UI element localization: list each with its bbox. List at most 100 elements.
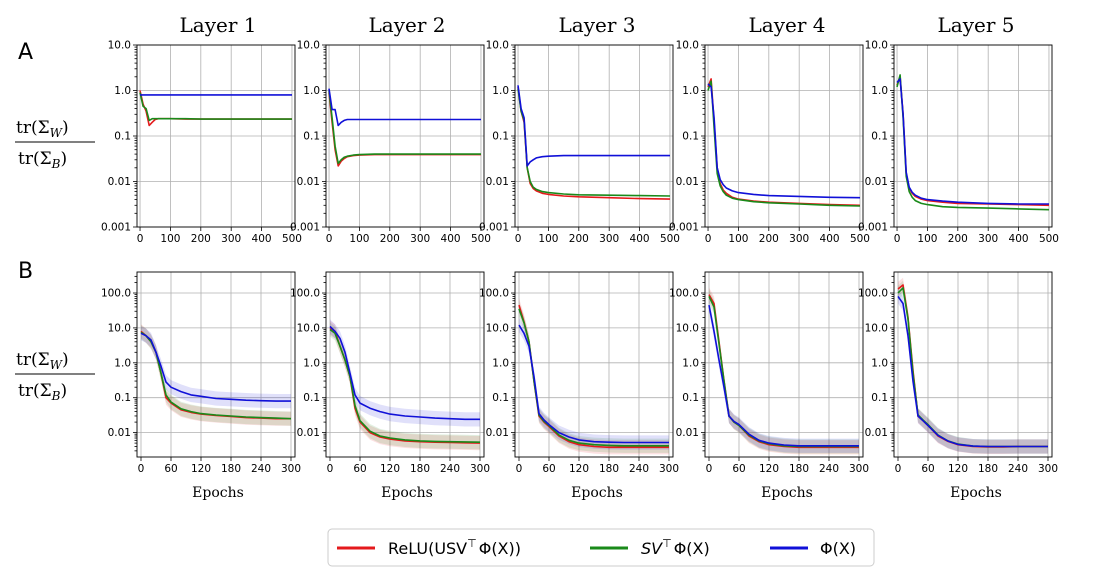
plot-a-layer-2: 0 100 200 300 400 500 0.001 0.01 0.1 1.0 10.0 (290, 40, 491, 246)
x-tick-label: 100 (538, 233, 558, 245)
y-tick-label: 0.01 (108, 427, 131, 439)
y-tick-label: 0.001 (101, 222, 131, 234)
x-tick-label: 60 (353, 463, 366, 475)
x-tick-label: 200 (948, 233, 968, 245)
y-tick-label: 100.0 (669, 288, 699, 300)
series-line-relu (707, 78, 861, 207)
x-tick-label: 120 (380, 463, 400, 475)
y-tick-label: 0.01 (676, 176, 699, 188)
band-phi (141, 326, 291, 409)
series-line-phi (896, 78, 1049, 205)
x-tick-label: 500 (660, 233, 680, 245)
y-tick-label: 10.0 (865, 322, 888, 334)
x-tick-label: 400 (252, 233, 272, 245)
ylabel-num-close-b: ) (62, 350, 69, 370)
xlabel-5: Epochs (950, 485, 1002, 501)
band-phi (519, 318, 669, 450)
title-layer-2: Layer 2 (369, 13, 446, 37)
band-sv (141, 325, 291, 426)
x-tick-label: 200 (191, 233, 211, 245)
y-tick-label: 0.001 (290, 222, 320, 234)
band-sv (330, 322, 480, 450)
band-relu (330, 320, 480, 451)
x-tick-label: 300 (789, 233, 809, 245)
y-tick-label: 1.0 (114, 357, 131, 369)
y-tick-label: 0.001 (669, 222, 699, 234)
plot-frame (704, 271, 864, 458)
plot-frame (514, 44, 674, 228)
plot-frame (514, 271, 674, 458)
ylabel-den-sub-a: B (51, 157, 61, 171)
y-tick-label: 10.0 (297, 40, 320, 52)
x-tick-label: 120 (569, 463, 589, 475)
xlabel-1: Epochs (192, 485, 244, 501)
legend: ReLU(USV⊤ Φ(X)) SV⊤ Φ(X) Φ(X) (327, 528, 875, 567)
x-tick-label: 240 (629, 463, 649, 475)
x-tick-label: 300 (1038, 463, 1058, 475)
ylabel-den-b: tr(Σ (18, 381, 52, 401)
x-tick-label: 180 (410, 463, 430, 475)
plot-frame (893, 44, 1053, 228)
y-tick-label: 0.01 (297, 176, 320, 188)
x-tick-label: 400 (630, 233, 650, 245)
plot-b-layer-3: 0 60 120 180 240 300 0.01 0.1 1.0 10.0 100.0 (479, 271, 679, 475)
y-tick-label: 10.0 (865, 40, 888, 52)
x-tick-label: 60 (732, 463, 745, 475)
x-tick-label: 240 (440, 463, 460, 475)
y-tick-label: 0.1 (114, 392, 131, 404)
svg-text:tr(ΣW): tr(ΣW) (16, 350, 69, 372)
band-phi (709, 298, 859, 453)
x-tick-label: 300 (410, 233, 430, 245)
plot-frame (136, 271, 296, 458)
legend-label-relu: ReLU(USV⊤ Φ(X)) (388, 537, 521, 558)
y-tick-label: 0.1 (682, 392, 699, 404)
y-tick-label: 0.1 (303, 131, 320, 143)
series-line-sv (896, 74, 1050, 211)
plot-b-layer-2: 0 60 120 180 240 300 0.01 0.1 1.0 10.0 100.0 (290, 271, 490, 475)
x-tick-label: 0 (516, 463, 523, 475)
series-line-sv (707, 80, 861, 207)
x-tick-label: 0 (705, 233, 712, 245)
y-axis-label-row-b: tr(ΣW) tr(ΣB) (15, 350, 95, 403)
y-tick-label: 1.0 (114, 85, 131, 97)
x-tick-label: 240 (819, 463, 839, 475)
title-layer-4: Layer 4 (749, 13, 826, 37)
x-tick-label: 500 (471, 233, 491, 245)
y-tick-label: 1.0 (303, 357, 320, 369)
band-phi (898, 289, 1048, 454)
y-tick-label: 1.0 (492, 357, 509, 369)
xlabel-4: Epochs (761, 485, 813, 501)
plot-frame (893, 271, 1053, 458)
x-tick-label: 200 (380, 233, 400, 245)
x-tick-label: 120 (948, 463, 968, 475)
y-tick-label: 0.1 (303, 392, 320, 404)
title-layer-3: Layer 3 (559, 13, 636, 37)
x-tick-label: 300 (978, 233, 998, 245)
series-line-relu (896, 76, 1050, 207)
panel-label-a: A (18, 40, 33, 65)
x-tick-label: 300 (281, 463, 301, 475)
x-tick-label: 0 (326, 233, 333, 245)
xlabel-2: Epochs (381, 485, 433, 501)
x-tick-label: 180 (978, 463, 998, 475)
y-tick-label: 0.01 (865, 427, 888, 439)
y-tick-label: 1.0 (871, 85, 888, 97)
band-relu (519, 298, 669, 455)
band-relu (898, 277, 1048, 454)
svg-text:tr(ΣW): tr(ΣW) (16, 118, 69, 140)
y-tick-label: 0.01 (486, 176, 509, 188)
x-tick-label: 300 (470, 463, 490, 475)
y-tick-label: 10.0 (676, 322, 699, 334)
y-tick-label: 0.001 (479, 222, 509, 234)
x-tick-label: 60 (542, 463, 555, 475)
plot-frame (325, 44, 485, 228)
y-tick-label: 10.0 (108, 322, 131, 334)
x-tick-label: 300 (221, 233, 241, 245)
x-tick-label: 0 (894, 233, 901, 245)
band-sv (709, 289, 859, 454)
y-tick-label: 10.0 (108, 40, 131, 52)
series-line-sv (517, 88, 671, 197)
y-tick-label: 100.0 (101, 288, 131, 300)
